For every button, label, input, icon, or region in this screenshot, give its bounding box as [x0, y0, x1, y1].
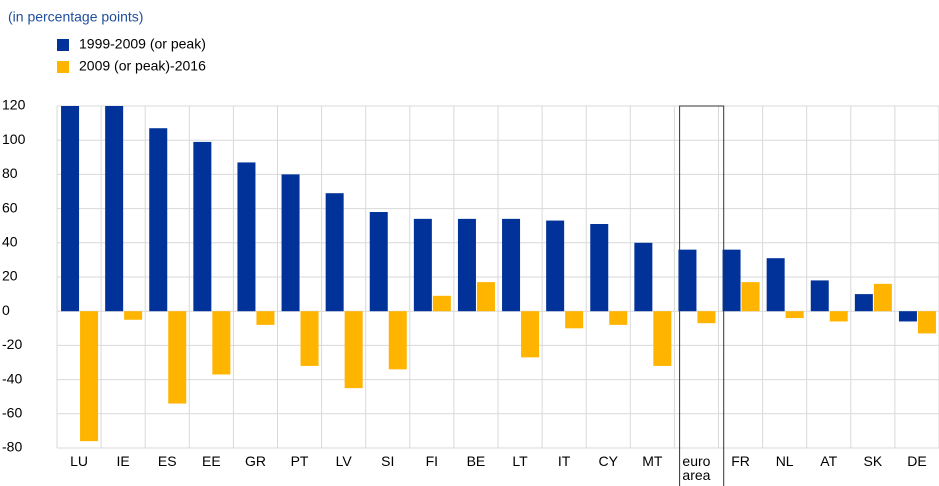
y-tick-label: 80: [2, 165, 18, 181]
bar: [917, 311, 936, 334]
bar: [168, 311, 187, 404]
bar: [898, 311, 917, 322]
bar: [369, 212, 388, 312]
bar: [653, 311, 672, 366]
bar: [873, 283, 892, 312]
bar: [697, 311, 716, 324]
y-tick-label: -60: [2, 405, 22, 421]
x-tick-label: IT: [557, 453, 571, 469]
bar: [105, 106, 124, 312]
bar: [237, 162, 256, 312]
legend-label: 1999-2009 (or peak): [79, 36, 206, 52]
bar: [388, 311, 407, 370]
y-tick-label: 20: [2, 268, 18, 284]
bar: [325, 193, 344, 312]
x-tick-label: NL: [775, 453, 794, 469]
x-tick-label: FI: [425, 453, 439, 469]
legend-swatch: [57, 39, 69, 51]
bar: [300, 311, 319, 366]
x-tick-label: SK: [863, 453, 883, 469]
bar: [678, 249, 697, 312]
legend-swatch: [57, 61, 69, 73]
bar: [565, 311, 584, 329]
y-tick-label: -40: [2, 370, 22, 386]
y-tick-label: 100: [2, 131, 26, 147]
bar: [766, 258, 785, 312]
bar: [281, 174, 300, 312]
bar: [212, 311, 231, 375]
y-tick-label: -20: [2, 336, 22, 352]
bar: [854, 294, 873, 312]
bar: [741, 282, 760, 312]
x-tick-label: MT: [642, 453, 663, 469]
bar: [61, 106, 80, 312]
bar: [785, 311, 804, 319]
bar: [521, 311, 540, 358]
legend-label: 2009 (or peak)-2016: [79, 58, 206, 74]
x-tick-label: SI: [381, 453, 395, 469]
x-tick-label: LV: [335, 453, 352, 469]
y-tick-label: 40: [2, 234, 18, 250]
x-tick-label: LU: [70, 453, 88, 469]
bar: [457, 218, 476, 312]
bar: [256, 311, 275, 325]
x-tick-label: DE: [907, 453, 927, 469]
bar: [80, 311, 99, 442]
bar: [124, 311, 143, 320]
highlight-box: [679, 105, 725, 486]
y-tick-label: 120: [2, 97, 26, 113]
x-tick-label: BE: [466, 453, 486, 469]
bar: [502, 218, 521, 312]
bar: [413, 218, 432, 312]
x-tick-label: PT: [290, 453, 309, 469]
x-tick-label: ES: [157, 453, 177, 469]
x-tick-label: euro area: [682, 453, 711, 483]
bar: [810, 280, 829, 312]
y-tick-label: 0: [2, 302, 10, 318]
x-tick-label: IE: [116, 453, 130, 469]
x-tick-label: AT: [820, 453, 838, 469]
bar: [344, 311, 363, 389]
chart-subtitle: (in percentage points): [8, 9, 143, 25]
bar: [722, 249, 741, 312]
x-tick-label: CY: [598, 453, 618, 469]
bar: [476, 282, 495, 312]
bar: [634, 242, 653, 312]
bar: [546, 220, 565, 312]
bar: [193, 141, 212, 312]
bar: [590, 223, 609, 312]
y-tick-label: -80: [2, 439, 22, 455]
y-tick-label: 60: [2, 199, 18, 215]
x-tick-label: GR: [244, 453, 266, 469]
bar: [149, 128, 168, 312]
x-tick-label: FR: [731, 453, 750, 469]
bar: [432, 295, 451, 312]
bar: [829, 311, 848, 322]
bar: [609, 311, 628, 325]
x-tick-label: EE: [202, 453, 221, 469]
x-tick-label: LT: [512, 453, 528, 469]
